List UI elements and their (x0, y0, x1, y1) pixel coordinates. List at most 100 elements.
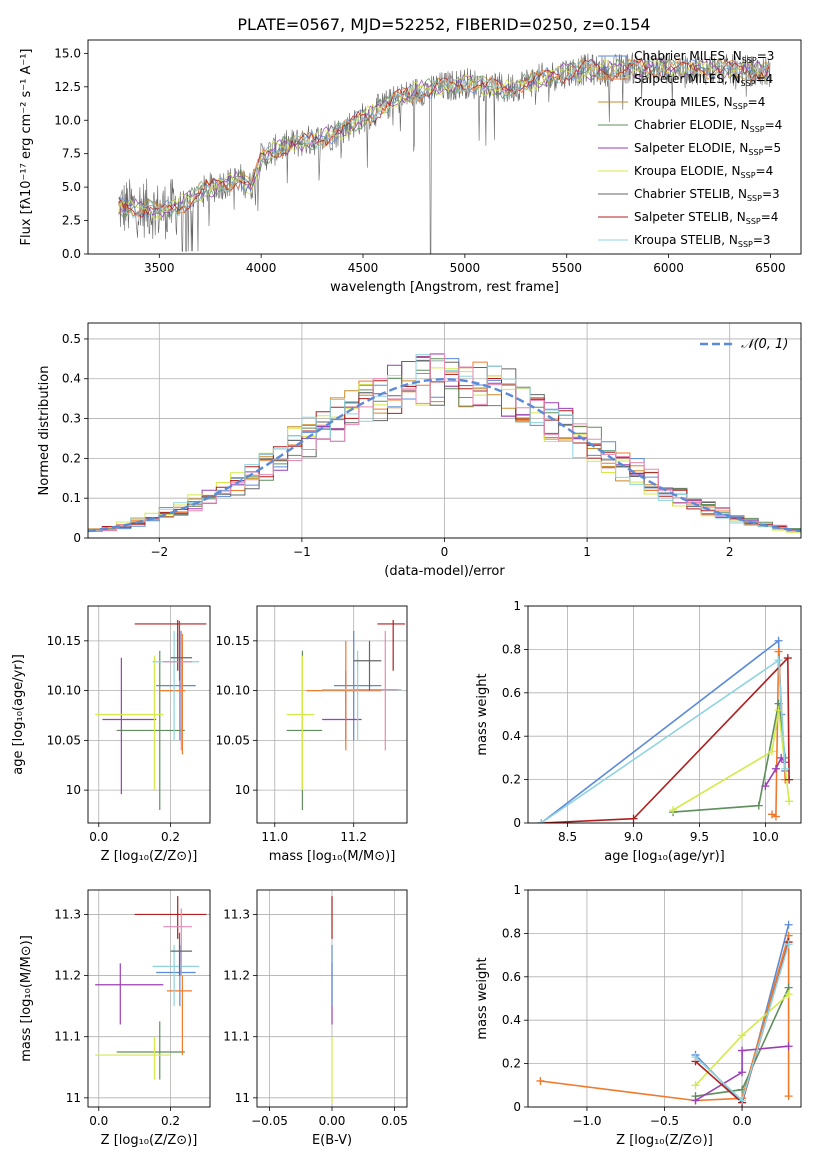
mass_vs_Z-xlabel: Z [log₁₀(Z/Z⊙)] (101, 1133, 198, 1148)
x-tick-label: 3500 (144, 261, 175, 275)
legend-suffix: =4 (756, 164, 774, 178)
age_vs_mass-panel: 11.0 11.2 10 10.05 10.10 10.15 (216, 605, 408, 844)
weight-line (541, 656, 790, 823)
y-tick-label: 0.5 (62, 332, 81, 346)
legend-sub: SSP (746, 217, 761, 226)
x-tick-label: 0.2 (161, 830, 180, 844)
x-tick-label: −1.0 (572, 1114, 601, 1128)
legend-suffix: =4 (748, 95, 766, 109)
histogram-step (88, 353, 801, 532)
y-tick-label: 11 (235, 1091, 250, 1105)
y-tick-label: 11.3 (223, 907, 250, 921)
y-tick-label: 11.1 (223, 1030, 250, 1044)
y-tick-label: 0.8 (502, 926, 521, 940)
y-tick-label: 11.2 (223, 969, 250, 983)
weight-marker (784, 990, 793, 999)
y-tick-label: 2.5 (62, 214, 81, 228)
y-tick-label: 0.4 (502, 729, 521, 743)
residuals-xlabel: (data-model)/error (384, 564, 505, 579)
y-tick-label: 15.0 (54, 46, 81, 60)
y-tick-label: 0 (513, 1100, 521, 1114)
axes-frame (87, 322, 802, 539)
x-tick-label: 11.0 (261, 830, 288, 844)
weight-marker (691, 1053, 700, 1062)
y-tick-label: 0.2 (62, 451, 81, 465)
weight-line (695, 1045, 789, 1102)
legend-label: Chabrier ELODIE, NSSP=4 (634, 118, 782, 134)
weight-marker (669, 805, 678, 814)
x-tick-label: 0.0 (89, 830, 108, 844)
mass_vs_ebv-xlabel: E(B-V) (312, 1133, 352, 1148)
spectrum-model-line (118, 58, 770, 218)
spectrum-model-line (118, 57, 770, 221)
y-tick-label: 0.2 (502, 773, 521, 787)
weight-marker (771, 764, 780, 773)
x-tick-label: 0.2 (161, 1114, 180, 1128)
y-tick-label: 0.2 (502, 1057, 521, 1071)
y-tick-label: 0.8 (502, 642, 521, 656)
weight-marker (738, 1031, 747, 1040)
y-tick-label: 11.3 (54, 907, 81, 921)
weight-marker (738, 1096, 747, 1105)
weight-line (540, 658, 786, 823)
axes-frame (87, 605, 211, 824)
weight-marker (774, 647, 783, 656)
age_vs_Z-xlabel: Z [log₁₀(Z/Z⊙)] (101, 849, 198, 864)
weight-marker (629, 814, 638, 823)
y-tick-label: 12.5 (54, 80, 81, 94)
y-tick-label: 10.0 (54, 113, 81, 127)
spectrum-model-line (118, 60, 770, 219)
spectrum-data-line (118, 52, 771, 254)
axes-frame (527, 605, 802, 824)
spectrum-model-line (118, 58, 769, 218)
weight-line (540, 639, 786, 823)
axes-frame (87, 889, 211, 1108)
weight-marker (738, 1046, 747, 1055)
weight_vs_Z-panel: −1.0 −0.5 0.0 0 0.2 0.4 0.6 0.8 1 (502, 883, 802, 1128)
x-tick-label: 0.05 (381, 1114, 408, 1128)
weight-marker (767, 747, 776, 756)
weight-marker (774, 656, 783, 665)
y-tick-label: 1 (513, 883, 521, 897)
legend-sub: SSP (747, 194, 762, 203)
y-tick-label: 10.05 (216, 733, 250, 747)
x-tick-label: 1 (583, 545, 591, 559)
spectrum-xlabel: wavelength [Angstrom, rest frame] (330, 280, 559, 295)
y-tick-label: 0.4 (502, 1013, 521, 1027)
spectrum-ylabel: Flux [fλ10⁻¹⁷ erg cm⁻² s⁻¹ A⁻¹] (19, 49, 34, 246)
y-tick-label: 11 (66, 1091, 81, 1105)
legend-label: Salpeter MILES, NSSP=4 (634, 72, 773, 88)
weight-marker (536, 1076, 545, 1085)
legend-label: Chabrier MILES, NSSP=3 (634, 49, 774, 65)
weight-marker (785, 775, 794, 784)
weight-marker (784, 940, 793, 949)
y-tick-label: 5.0 (62, 180, 81, 194)
weight-marker (781, 764, 790, 773)
weight-marker (691, 1081, 700, 1090)
legend-sub: SSP (738, 240, 753, 249)
legend-label: Kroupa MILES, NSSP=4 (634, 95, 765, 111)
y-tick-label: 0 (513, 816, 521, 830)
y-tick-label: 10.10 (216, 684, 250, 698)
legend-label: Kroupa STELIB, NSSP=3 (634, 233, 771, 249)
x-tick-label: 4500 (348, 261, 379, 275)
y-tick-label: 0.4 (62, 372, 81, 386)
x-tick-label: 5000 (450, 261, 481, 275)
legend-label: Chabrier STELIB, NSSP=3 (634, 187, 780, 203)
legend-suffix: =3 (757, 49, 775, 63)
weight-marker (771, 812, 780, 821)
x-tick-label: 6000 (653, 261, 684, 275)
legend-suffix: =4 (756, 72, 774, 86)
age_vs_Z-ylabel: age [log₁₀(age/yr)] (11, 654, 26, 775)
y-tick-label: 11.1 (54, 1030, 81, 1044)
figure-title: PLATE=0567, MJD=52252, FIBERID=0250, z=0… (237, 15, 650, 34)
axes-frame (527, 889, 802, 1108)
x-tick-label: 6500 (755, 261, 786, 275)
mass_vs_ebv-panel: −0.05 0.00 0.05 11 11.1 11.2 11.3 (223, 889, 408, 1128)
x-tick-label: 5500 (551, 261, 582, 275)
x-tick-label: 10.0 (752, 830, 779, 844)
legend-sub: SSP (750, 125, 765, 134)
x-tick-label: 0 (441, 545, 449, 559)
weight-marker (784, 920, 793, 929)
legend-sub: SSP (742, 56, 757, 65)
